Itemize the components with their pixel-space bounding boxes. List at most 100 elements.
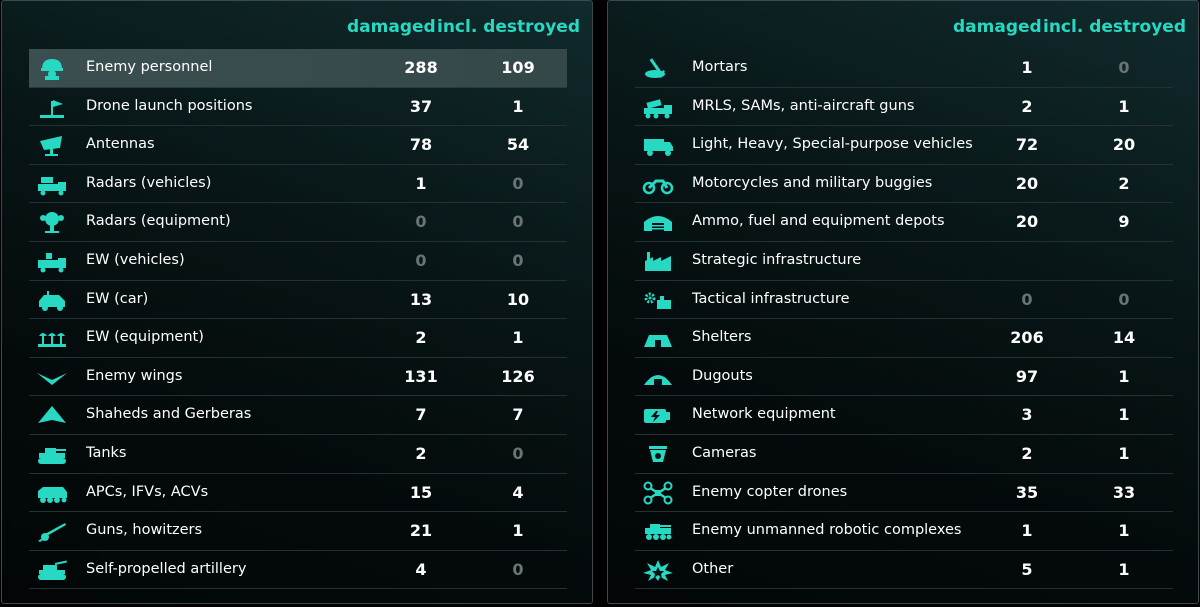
table-row: Enemy copter drones 35 33 xyxy=(635,474,1173,513)
row-label: APCs, IFVs, ACVs xyxy=(86,483,209,500)
table-row: Cameras 2 1 xyxy=(635,435,1173,474)
table-row: Shaheds and Gerberas 7 7 xyxy=(29,396,567,435)
table-row: Tanks 2 0 xyxy=(29,435,567,474)
row-label: Dugouts xyxy=(692,367,753,384)
destroyed-count: 14 xyxy=(1112,328,1136,348)
damaged-count: 37 xyxy=(409,96,433,116)
damaged-count: 0 xyxy=(415,250,427,270)
destroyed-count: 1 xyxy=(1118,96,1130,116)
destroyed-count: 9 xyxy=(1118,212,1130,232)
table-row: Tactical infrastructure 0 0 xyxy=(635,281,1173,320)
mortar-icon xyxy=(641,56,675,80)
shahed-drone-icon xyxy=(35,403,69,427)
destroyed-count: 1 xyxy=(1118,366,1130,386)
row-label: Strategic infrastructure xyxy=(692,251,862,268)
row-label: Network equipment xyxy=(692,406,836,423)
header-destroyed: incl. destroyed xyxy=(437,17,580,37)
drone-launch-position-icon xyxy=(35,95,69,119)
row-label: Enemy wings xyxy=(86,367,183,384)
row-label: Shelters xyxy=(692,329,752,346)
damaged-count: 0 xyxy=(1021,289,1033,309)
ew-vehicle-icon xyxy=(35,249,69,273)
row-label: Light, Heavy, Special-purpose vehicles xyxy=(692,136,973,153)
row-label: Cameras xyxy=(692,444,757,461)
row-label: Other xyxy=(692,560,734,577)
table-row: Drone launch positions 37 1 xyxy=(29,88,567,127)
destroyed-count: 0 xyxy=(512,559,524,579)
row-label: Tanks xyxy=(86,444,127,461)
destroyed-count: 0 xyxy=(512,250,524,270)
row-label: Enemy copter drones xyxy=(692,483,848,500)
motorcycle-icon xyxy=(641,172,675,196)
ew-equipment-icon xyxy=(35,326,69,350)
copter-drone-icon xyxy=(641,481,675,505)
destroyed-count: 1 xyxy=(1118,443,1130,463)
table-row: Motorcycles and military buggies 20 2 xyxy=(635,165,1173,204)
damaged-count: 288 xyxy=(404,58,438,77)
table-row: Shelters 206 14 xyxy=(635,319,1173,358)
row-label: Enemy unmanned robotic complexes xyxy=(692,522,962,539)
table-row: EW (vehicles) 0 0 xyxy=(29,242,567,281)
table-row: Guns, howitzers 21 1 xyxy=(29,512,567,551)
destroyed-count: 1 xyxy=(1118,559,1130,579)
table-row: Mortars 1 0 xyxy=(635,49,1173,88)
damaged-count: 2 xyxy=(415,443,427,463)
network-equipment-icon xyxy=(641,403,675,427)
truck-icon xyxy=(641,133,675,157)
destroyed-count: 4 xyxy=(512,482,524,502)
explosion-icon xyxy=(641,558,675,582)
enemy-wing-icon xyxy=(35,365,69,389)
row-label: Guns, howitzers xyxy=(86,522,203,539)
row-label: Ammo, fuel and equipment depots xyxy=(692,213,945,230)
damaged-count: 1 xyxy=(415,173,427,193)
row-label: Drone launch positions xyxy=(86,97,253,114)
destroyed-count: 109 xyxy=(501,58,535,77)
damaged-count: 20 xyxy=(1015,173,1039,193)
ew-car-icon xyxy=(35,288,69,312)
damaged-count: 0 xyxy=(415,212,427,232)
destroyed-count: 7 xyxy=(512,405,524,425)
howitzer-icon xyxy=(35,519,69,543)
column-headers: damaged incl. destroyed xyxy=(347,17,580,41)
destroyed-count: 33 xyxy=(1112,482,1136,502)
depot-hangar-icon xyxy=(641,210,675,234)
damaged-count: 2 xyxy=(415,328,427,348)
damaged-count: 7 xyxy=(415,405,427,425)
damaged-count: 97 xyxy=(1015,366,1039,386)
soldier-helmet-icon xyxy=(35,56,69,80)
radar-equipment-icon xyxy=(35,210,69,234)
row-label: Radars (vehicles) xyxy=(86,174,212,191)
factory-icon xyxy=(641,249,675,273)
damaged-count: 5 xyxy=(1021,559,1033,579)
header-damaged: damaged xyxy=(953,17,1042,37)
destroyed-count: 20 xyxy=(1112,135,1136,155)
table-row: Antennas 78 54 xyxy=(29,126,567,165)
left-table: Enemy personnel 288 109 Drone launch positi… xyxy=(29,49,567,590)
damaged-count: 72 xyxy=(1015,135,1039,155)
radar-vehicle-icon xyxy=(35,172,69,196)
left-panel: damaged incl. destroyed Enemy personnel 2… xyxy=(1,0,593,604)
dugout-icon xyxy=(641,365,675,389)
apc-icon xyxy=(35,481,69,505)
table-row: EW (car) 13 10 xyxy=(29,281,567,320)
row-label: MRLS, SAMs, anti-aircraft guns xyxy=(692,97,915,114)
destroyed-count: 1 xyxy=(512,96,524,116)
row-label: Motorcycles and military buggies xyxy=(692,174,933,191)
right-panel: damaged incl. destroyed Mortars 1 0 MRLS, S… xyxy=(607,0,1199,604)
row-label: Shaheds and Gerberas xyxy=(86,406,252,423)
damaged-count: 206 xyxy=(1010,328,1044,348)
row-label: EW (equipment) xyxy=(86,329,204,346)
destroyed-count: 54 xyxy=(506,135,530,155)
table-row: Light, Heavy, Special-purpose vehicles 72… xyxy=(635,126,1173,165)
destroyed-count: 1 xyxy=(1118,405,1130,425)
table-row: MRLS, SAMs, anti-aircraft guns 2 1 xyxy=(635,88,1173,127)
damaged-count: 35 xyxy=(1015,482,1039,502)
table-row: EW (equipment) 2 1 xyxy=(29,319,567,358)
table-row: Dugouts 97 1 xyxy=(635,358,1173,397)
damaged-count: 2 xyxy=(1021,443,1033,463)
table-row: Network equipment 3 1 xyxy=(635,396,1173,435)
table-row: Strategic infrastructure xyxy=(635,242,1173,281)
tactical-infrastructure-icon xyxy=(641,288,675,312)
table-row: Enemy unmanned robotic complexes 1 1 xyxy=(635,512,1173,551)
